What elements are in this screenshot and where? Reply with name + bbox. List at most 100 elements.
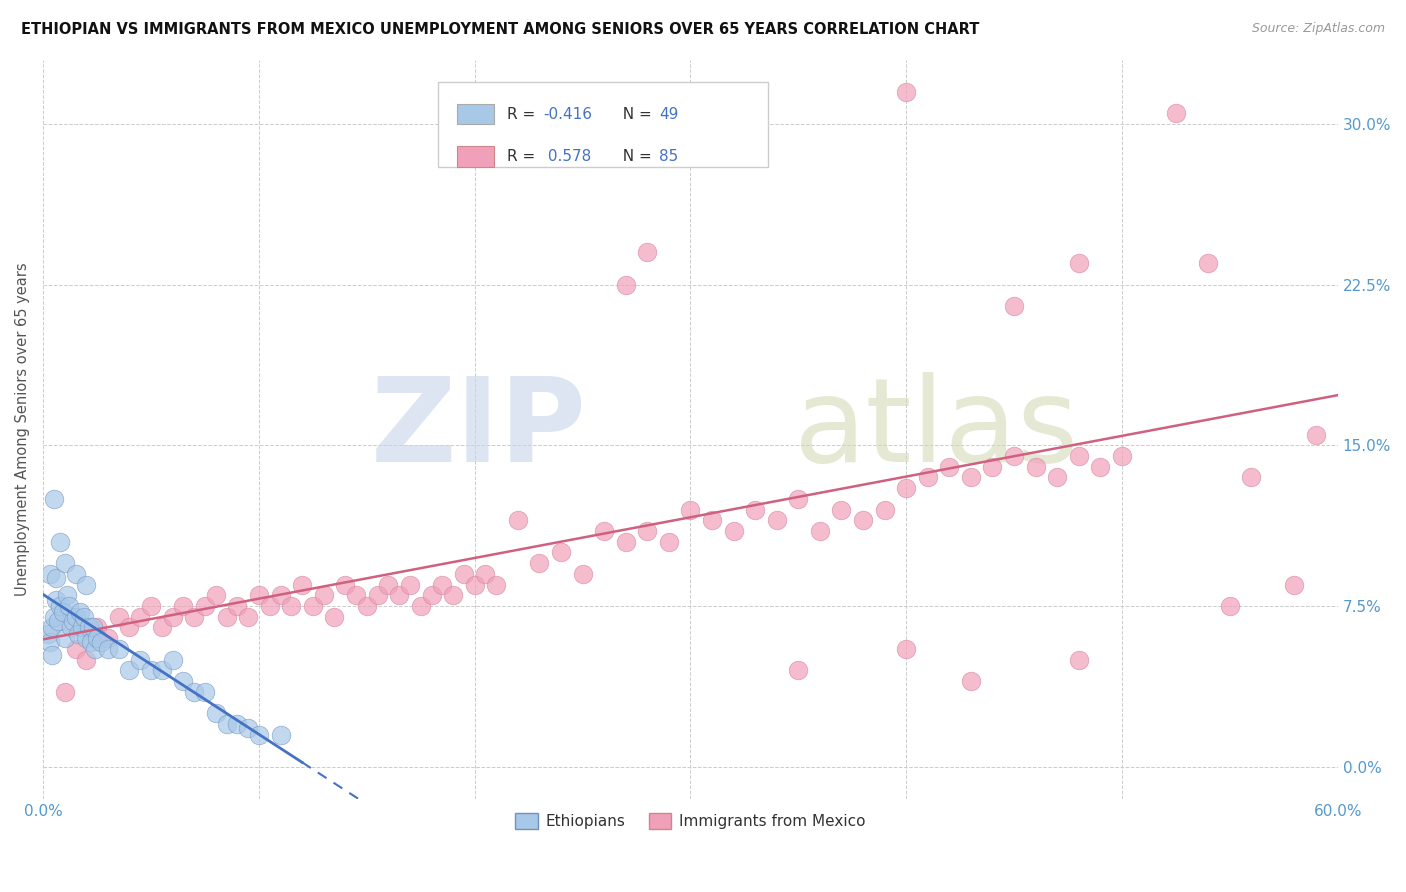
Point [259,599,281,613]
Point [49,534,72,549]
Point [97,641,120,656]
Legend: Ethiopians, Immigrants from Mexico: Ethiopians, Immigrants from Mexico [509,807,872,836]
Point [787,491,810,506]
Point [506,513,529,527]
Point [41,648,63,663]
Point [981,459,1004,474]
Point [1025,459,1047,474]
Point [194,684,217,698]
Point [960,470,983,484]
Point [1240,470,1263,484]
Point [744,502,766,516]
Point [399,577,422,591]
FancyBboxPatch shape [457,146,494,167]
Text: ETHIOPIAN VS IMMIGRANTS FROM MEXICO UNEMPLOYMENT AMONG SENIORS OVER 65 YEARS COR: ETHIOPIAN VS IMMIGRANTS FROM MEXICO UNEM… [21,22,980,37]
Point [894,641,917,656]
Point [787,663,810,677]
Point [84,641,107,656]
FancyBboxPatch shape [439,82,768,167]
Point [150,620,173,634]
Point [162,609,184,624]
Point [86,620,108,634]
Text: 49: 49 [659,106,679,121]
Point [86,631,108,645]
Point [65,641,87,656]
Point [66,627,89,641]
Point [894,481,917,495]
Point [270,727,292,741]
Point [172,599,194,613]
Point [1046,470,1069,484]
Point [247,727,270,741]
Point [571,566,593,581]
Point [1305,427,1327,442]
Point [1002,449,1025,463]
Point [69,606,91,620]
Point [53,556,76,570]
Point [765,513,787,527]
Point [46,614,69,628]
Point [129,652,152,666]
Point [571,95,593,110]
Point [150,663,173,677]
Point [1197,256,1219,270]
Point [42,491,65,506]
Point [420,588,443,602]
Point [60,620,83,634]
Point [58,599,80,613]
Point [464,577,486,591]
Point [1284,577,1306,591]
Point [37,627,59,641]
Point [53,631,76,645]
Point [280,599,302,613]
Point [236,721,259,735]
Text: R =: R = [506,149,540,164]
Y-axis label: Unemployment Among Seniors over 65 years: Unemployment Among Seniors over 65 years [15,262,30,596]
Point [529,556,551,570]
Point [226,599,249,613]
Point [236,609,259,624]
Point [312,588,335,602]
Point [82,620,104,634]
Point [636,524,658,538]
Point [65,609,87,624]
Point [70,620,93,634]
Point [894,85,917,99]
Point [215,716,238,731]
Point [65,566,87,581]
Point [291,577,314,591]
Point [1002,299,1025,313]
Point [139,663,162,677]
Point [344,588,367,602]
Point [1111,449,1133,463]
Point [1067,256,1090,270]
Point [960,673,983,688]
Point [45,592,67,607]
Point [38,566,60,581]
Text: Source: ZipAtlas.com: Source: ZipAtlas.com [1251,22,1385,36]
Point [45,571,67,585]
Point [107,609,129,624]
Point [183,609,205,624]
Point [270,588,292,602]
Point [302,599,325,613]
Point [1090,459,1112,474]
Text: 0.578: 0.578 [543,149,591,164]
Point [830,502,852,516]
Point [90,635,112,649]
Point [38,635,60,649]
Point [441,588,464,602]
Point [204,588,226,602]
Point [917,470,939,484]
Point [367,588,389,602]
Point [62,614,84,628]
Point [700,513,723,527]
Point [808,524,831,538]
Point [183,684,205,698]
Point [97,631,120,645]
Point [485,577,508,591]
Point [474,566,496,581]
Point [658,534,681,549]
Point [75,577,97,591]
Point [118,663,141,677]
